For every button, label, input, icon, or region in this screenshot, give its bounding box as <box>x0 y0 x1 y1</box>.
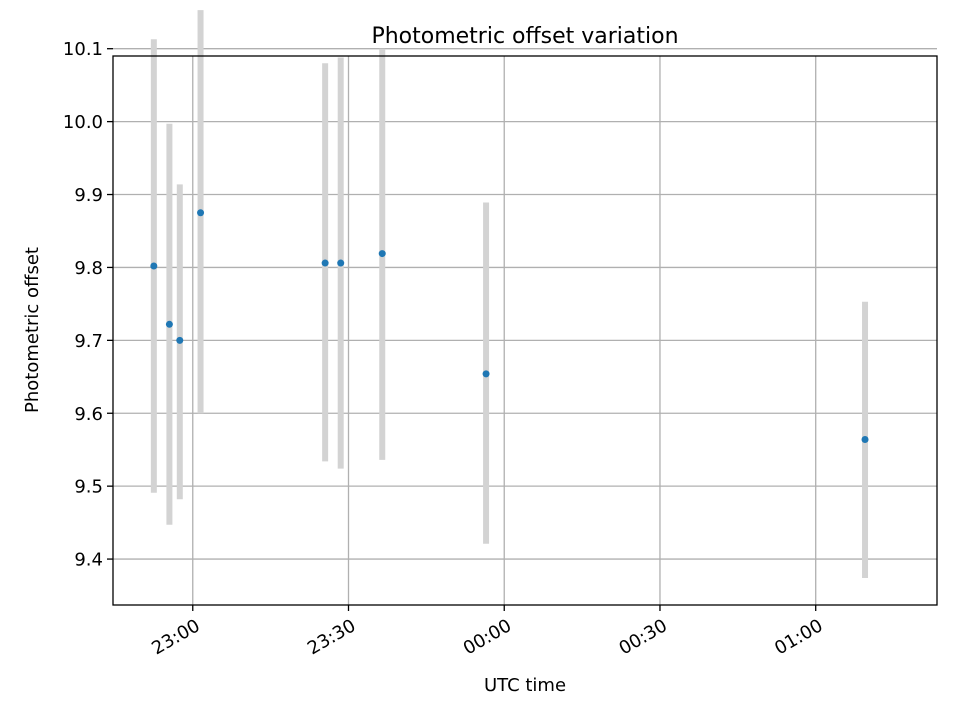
y-axis-label: Photometric offset <box>22 247 43 413</box>
y-tick-label: 10.1 <box>63 39 103 60</box>
data-point <box>861 435 869 443</box>
x-axis-label: UTC time <box>484 675 566 696</box>
data-point <box>176 336 184 344</box>
data-points <box>150 209 869 443</box>
grid <box>113 48 937 605</box>
y-tick-label: 9.7 <box>74 331 103 352</box>
y-tick-label: 9.4 <box>74 550 103 571</box>
chart-title: Photometric offset variation <box>371 24 678 49</box>
data-point <box>378 250 386 258</box>
data-point <box>321 259 329 267</box>
data-point <box>337 259 345 267</box>
y-tick-label: 9.9 <box>74 185 103 206</box>
y-tick-label: 10.0 <box>63 112 103 133</box>
y-tick-label: 9.8 <box>74 258 103 279</box>
y-tick-label: 9.6 <box>74 404 103 425</box>
data-point <box>150 262 158 270</box>
data-point <box>197 209 205 217</box>
data-point <box>482 370 490 378</box>
plot-frame <box>112 55 938 606</box>
y-tick-label: 9.5 <box>74 477 103 498</box>
data-point <box>165 320 173 328</box>
y-axis: 9.4 9.5 9.6 9.7 9.8 9.9 10.0 10.1 <box>63 39 113 571</box>
